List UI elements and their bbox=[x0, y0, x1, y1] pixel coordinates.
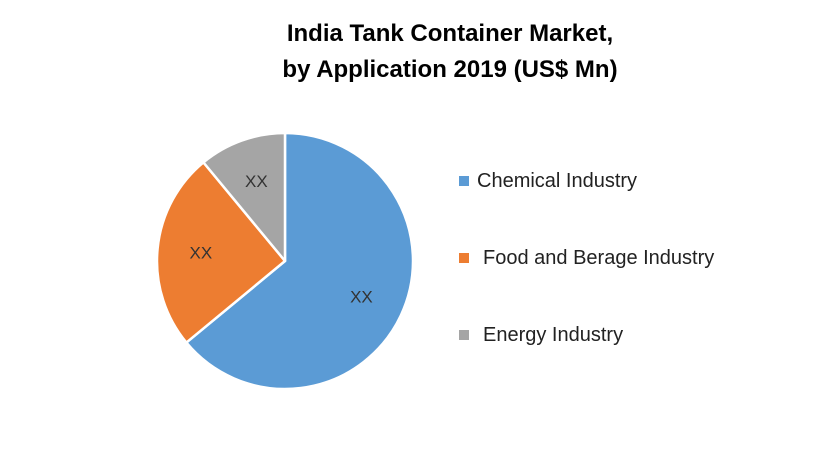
data-label-food-and-berage-industry: XX bbox=[190, 244, 213, 263]
legend-label-food-and-berage-industry: Food and Berage Industry bbox=[483, 246, 715, 269]
legend-label-energy-industry: Energy Industry bbox=[483, 323, 624, 346]
data-label-energy-industry: XX bbox=[245, 172, 268, 191]
pie-slice-chemical-industry bbox=[185, 131, 415, 391]
pie-slice-food-and-berage-industry bbox=[155, 161, 287, 344]
legend-label-chemical-industry: Chemical Industry bbox=[477, 169, 638, 192]
legend-swatch-food-and-berage-industry bbox=[459, 253, 469, 263]
legend-item-chemical-industry: Chemical Industry bbox=[459, 169, 637, 193]
pie-slice-energy-industry bbox=[202, 131, 287, 263]
chart-title-line1: India Tank Container Market, bbox=[286, 20, 614, 47]
data-label-chemical-industry: XX bbox=[350, 287, 373, 306]
legend-swatch-energy-industry bbox=[459, 330, 469, 340]
legend-swatch-chemical-industry bbox=[459, 176, 469, 186]
legend-item-energy-industry: Energy Industry bbox=[459, 323, 623, 347]
legend-item-food-and-berage-industry: Food and Berage Industry bbox=[459, 246, 714, 270]
chart-title-line2: by Application 2019 (US$ Mn) bbox=[282, 56, 618, 83]
